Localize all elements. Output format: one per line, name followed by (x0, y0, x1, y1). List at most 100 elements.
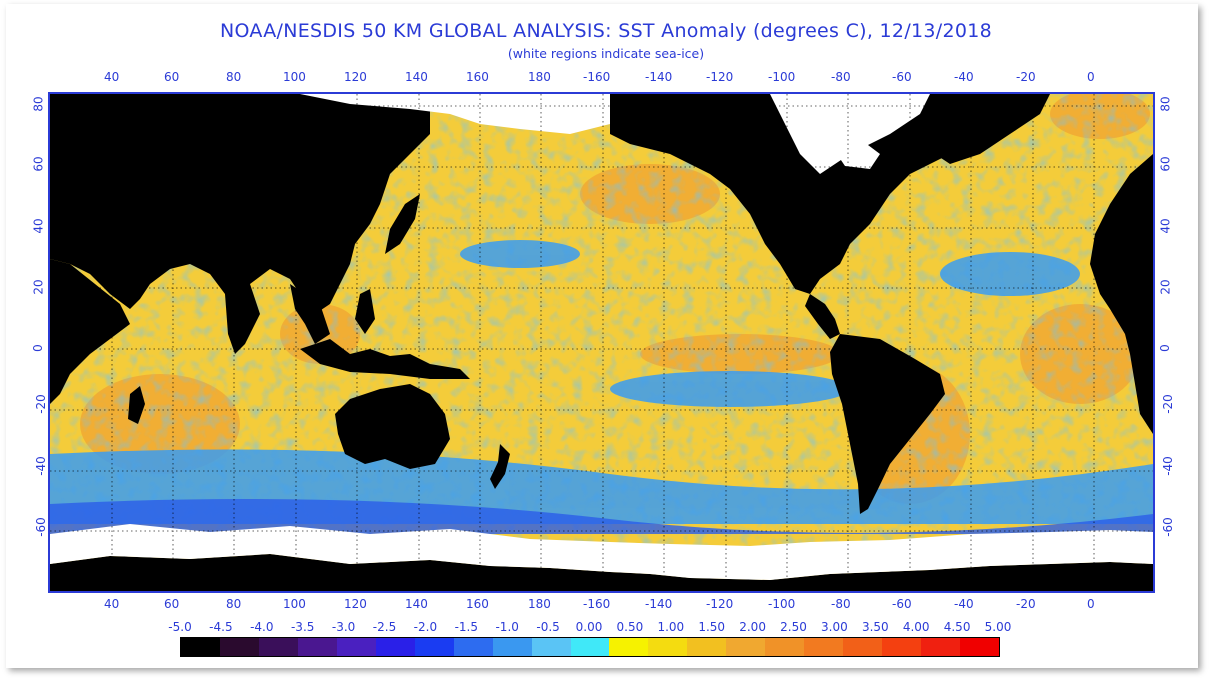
lat-label-right: -40 (1158, 456, 1175, 476)
lat-label-text: 20 (31, 279, 46, 295)
lon-label-bottom: -40 (954, 597, 974, 611)
lat-label-left: -60 (31, 517, 48, 537)
lon-label-bottom: 0 (1087, 597, 1095, 611)
lat-label-right: 0 (1158, 342, 1172, 354)
colorbar-swatch (414, 638, 454, 656)
lon-label-top: -160 (583, 70, 611, 84)
colorbar-label: -3.0 (331, 620, 356, 634)
colorbar-label: -3.5 (290, 620, 315, 634)
lat-label-text: 40 (1158, 218, 1173, 234)
lon-label-top: 120 (344, 70, 367, 84)
lat-label-text: 60 (31, 156, 46, 172)
lat-label-left: 0 (31, 342, 45, 354)
lat-label-text: -40 (33, 456, 48, 476)
colorbar-label: 0.50 (616, 620, 644, 634)
new-zealand (490, 444, 510, 489)
australia (335, 384, 450, 469)
colorbar-swatch (375, 638, 415, 656)
lon-label-top: 40 (104, 70, 120, 84)
colorbar-swatch (804, 638, 844, 656)
map-canvas (50, 94, 1153, 591)
lon-label-bottom: 40 (104, 597, 120, 611)
lat-label-right: 20 (1158, 279, 1173, 295)
colorbar-swatch (648, 638, 688, 656)
colorbar-swatch (570, 638, 610, 656)
south-america (830, 334, 945, 514)
eurasia (50, 94, 430, 314)
colorbar-swatch (531, 638, 571, 656)
graticule (50, 94, 1153, 591)
colorbar-label: 5.00 (984, 620, 1012, 634)
map-subtitle: (white regions indicate sea-ice) (507, 46, 705, 61)
anomaly-colorbar (180, 637, 1000, 657)
colorbar-swatch (336, 638, 376, 656)
lon-label-top: -60 (892, 70, 912, 84)
hudson-ice (830, 139, 880, 169)
lon-label-top: 60 (164, 70, 180, 84)
lon-label-bottom: 60 (164, 597, 180, 611)
lat-label-text: 0 (1157, 344, 1172, 352)
lat-label-text: -60 (33, 517, 48, 537)
colorbar-swatch (843, 638, 883, 656)
lat-label-text: -20 (1160, 394, 1175, 414)
map-title: NOAA/NESDIS 50 KM GLOBAL ANALYSIS: SST A… (219, 20, 993, 42)
lon-label-bottom: 100 (283, 597, 306, 611)
lat-label-text: -60 (1160, 517, 1175, 537)
lon-label-bottom: 120 (344, 597, 367, 611)
land-masses (50, 94, 1153, 591)
lat-label-right: -60 (1158, 517, 1175, 537)
philippines (355, 289, 375, 334)
colorbar-label: 4.00 (902, 620, 930, 634)
africa-east (50, 259, 130, 404)
colorbar-swatch (960, 638, 1000, 656)
colorbar-label: -1.5 (454, 620, 479, 634)
lon-label-bottom: -80 (831, 597, 851, 611)
colorbar-label: -2.5 (372, 620, 397, 634)
sst-anomaly-map (48, 92, 1155, 593)
lat-label-text: 0 (30, 344, 45, 352)
lon-label-top: -40 (954, 70, 974, 84)
lat-label-text: -40 (1160, 456, 1175, 476)
lat-label-left: -20 (31, 394, 48, 414)
lat-label-left: 20 (31, 279, 46, 295)
lat-label-text: 80 (31, 96, 46, 112)
lon-label-bottom: 140 (405, 597, 428, 611)
se-asia (290, 284, 330, 344)
lon-label-bottom: -20 (1016, 597, 1036, 611)
colorbar-swatch (687, 638, 727, 656)
lat-label-text: 20 (1158, 279, 1173, 295)
colorbar-swatch (726, 638, 766, 656)
colorbar-label: 2.00 (739, 620, 766, 634)
lon-label-bottom: 180 (528, 597, 551, 611)
lat-label-right: -20 (1158, 394, 1175, 414)
colorbar-swatch (258, 638, 298, 656)
sea-ice (50, 94, 1153, 580)
colorbar-label: 3.50 (861, 620, 889, 634)
antarctic-ice (50, 524, 1153, 580)
colorbar-label: 3.00 (821, 620, 848, 634)
greenland (905, 94, 1050, 164)
arctic-ice-west (770, 94, 930, 174)
antarctica (50, 554, 1153, 591)
lon-label-top: 0 (1087, 70, 1095, 84)
colorbar-swatch (297, 638, 337, 656)
lon-label-bottom: -120 (706, 597, 734, 611)
lat-label-text: 40 (31, 218, 46, 234)
lon-label-top: 100 (283, 70, 306, 84)
colorbar-label: 0.00 (575, 620, 603, 634)
lon-label-top: -100 (768, 70, 796, 84)
lat-label-right: 80 (1158, 96, 1173, 111)
lon-label-bottom: 80 (226, 597, 242, 611)
lon-label-bottom: -100 (768, 597, 796, 611)
colorbar-label: 1.50 (698, 620, 726, 634)
lat-label-left: 40 (31, 218, 46, 234)
lat-label-text: 60 (1158, 156, 1173, 172)
japan (385, 194, 420, 254)
colorbar-swatch (882, 638, 922, 656)
lon-label-top: -80 (831, 70, 851, 84)
colorbar-label: -4.0 (250, 620, 274, 634)
colorbar-swatch (181, 638, 220, 656)
colorbar-label: -2.0 (413, 620, 438, 634)
lat-label-left: 60 (31, 156, 46, 172)
lon-label-top: 180 (528, 70, 551, 84)
